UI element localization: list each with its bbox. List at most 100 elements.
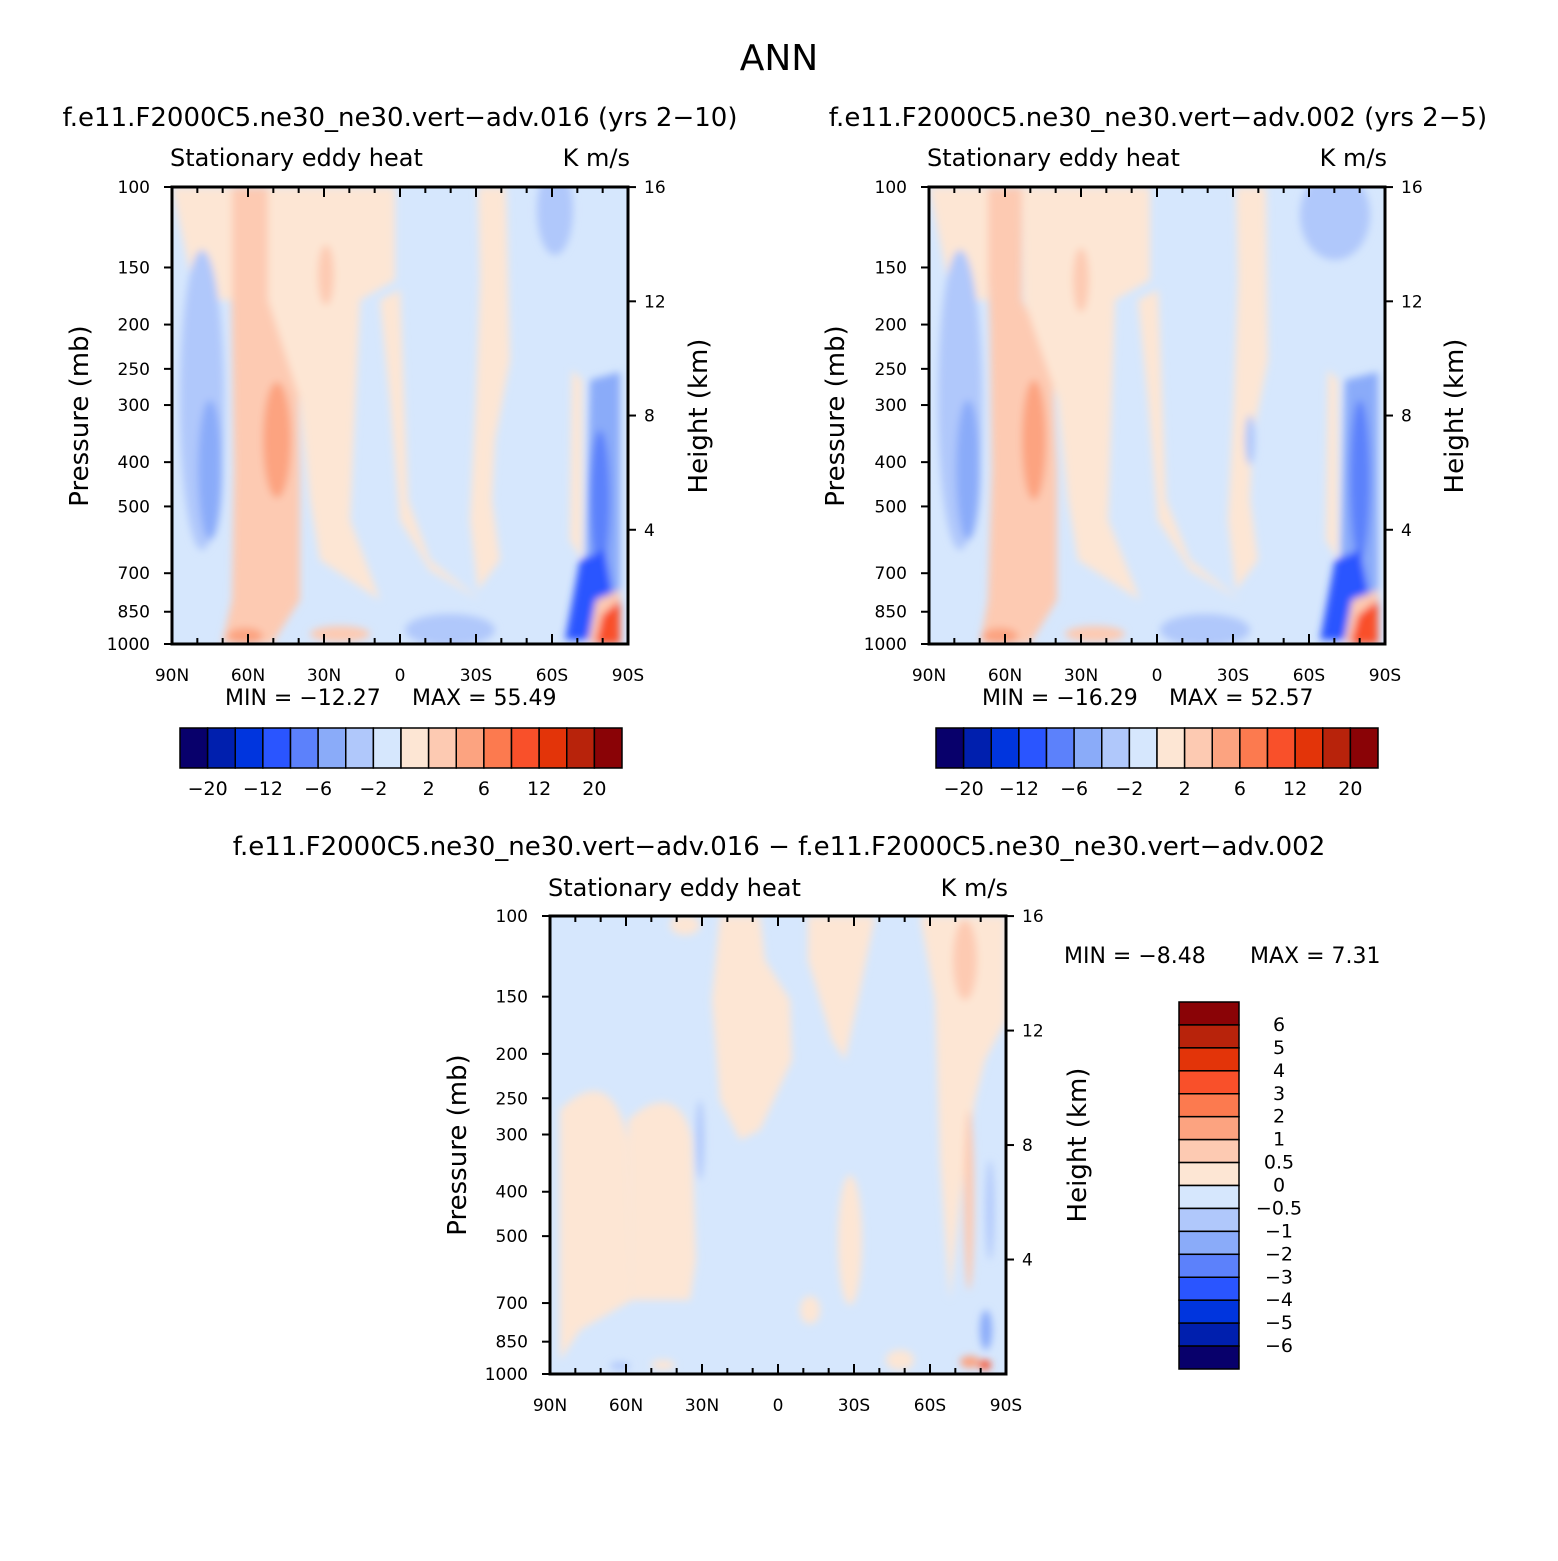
colorbar-swatch: [962, 727, 992, 769]
colorbar-swatch: [234, 727, 264, 769]
y-tick-label: 850: [496, 1333, 528, 1353]
colorbar-swatch: [455, 727, 485, 769]
y-tick-label: 700: [496, 1294, 528, 1314]
x-tick-label: 90N: [155, 666, 189, 686]
y2-tick-label: 16: [1022, 907, 1044, 927]
colorbar-label: 3: [1273, 1083, 1285, 1105]
y-axis-label: Pressure (mb): [821, 325, 851, 506]
colorbar-swatch: [1178, 1001, 1240, 1026]
panel-title: f.e11.F2000C5.ne30_ne30.vert−adv.002 (yr…: [829, 103, 1487, 133]
units-label: K m/s: [1320, 144, 1387, 172]
colorbar-swatch: [400, 727, 430, 769]
x-tick-label: 90S: [612, 666, 644, 686]
colorbar-swatch: [1178, 1115, 1240, 1141]
colorbar-swatch: [1156, 727, 1186, 769]
x-tick-label: 60S: [1293, 666, 1325, 686]
axis-ticks: 90N 60N 30N 0 30S 60S 90S 100 150 200 250 300 400 500…: [485, 907, 1044, 1416]
y-tick-label: 100: [496, 907, 528, 927]
min-label: MIN = −12.27: [225, 686, 381, 711]
contour-field: [172, 187, 628, 644]
x-tick-label: 60S: [536, 666, 568, 686]
colorbar-swatch: [1178, 1024, 1240, 1049]
y-tick-label: 100: [118, 178, 150, 198]
y-tick-label: 300: [118, 396, 150, 416]
colorbar-label: −6: [1060, 778, 1088, 800]
colorbar-label: −12: [999, 778, 1039, 800]
colorbar-label: −2: [1265, 1243, 1293, 1265]
x-tick-label: 60N: [609, 1396, 643, 1416]
colorbar-swatch: [1178, 1345, 1240, 1370]
colorbar-swatch: [372, 727, 402, 769]
variable-label: Stationary eddy heat: [548, 874, 801, 902]
colorbar-swatch: [179, 727, 209, 769]
colorbar-swatch: [1178, 1322, 1240, 1347]
colorbar-label: −12: [243, 778, 283, 800]
colorbar-label: 12: [527, 778, 551, 800]
colorbar-label: −2: [1115, 778, 1143, 800]
y-tick-label: 850: [118, 603, 150, 623]
colorbar-label: 20: [1338, 778, 1362, 800]
colorbar-swatch: [1322, 727, 1352, 769]
colorbar-swatch: [345, 727, 375, 769]
y-tick-label: 700: [875, 564, 907, 584]
x-tick-label: 0: [1152, 666, 1163, 686]
colorbar-swatch: [1178, 1230, 1240, 1256]
x-tick-label: 60N: [988, 666, 1022, 686]
colorbar-swatch: [1178, 1184, 1240, 1210]
x-tick-label: 30N: [685, 1396, 719, 1416]
colorbar-swatch: [1211, 727, 1241, 769]
colorbar-swatch: [935, 727, 965, 769]
y-tick-label: 250: [118, 360, 150, 380]
x-tick-label: 60S: [914, 1396, 946, 1416]
colorbar-label: −2: [359, 778, 387, 800]
y2-tick-label: 8: [644, 407, 655, 427]
x-tick-label: 90S: [990, 1396, 1022, 1416]
x-tick-label: 0: [395, 666, 406, 686]
y-tick-label: 300: [496, 1126, 528, 1146]
y-tick-label: 700: [118, 564, 150, 584]
colorbar-swatch: [1294, 727, 1324, 769]
y-tick-label: 200: [875, 316, 907, 336]
y-tick-label: 400: [875, 453, 907, 473]
y-tick-label: 150: [118, 258, 150, 278]
colorbar-swatch: [1178, 1276, 1240, 1301]
y-tick-label: 250: [875, 360, 907, 380]
colorbar-swatch: [1178, 1161, 1240, 1187]
axis-ticks: 90N 60N 30N 0 30S 60S 90S 100 150 200 250 300 400 500…: [107, 178, 666, 686]
colorbar-swatch: [538, 727, 568, 769]
colorbar-swatch: [1183, 727, 1213, 769]
colorbar: −20 −12 −6 −2 2 6 12 20: [179, 727, 623, 800]
y-tick-label: 400: [496, 1183, 528, 1203]
y2-tick-label: 16: [644, 178, 666, 198]
panel-title: f.e11.F2000C5.ne30_ne30.vert−adv.016 (yr…: [63, 103, 738, 133]
y-tick-label: 850: [875, 603, 907, 623]
colorbar-label: 0: [1273, 1175, 1285, 1197]
y-tick-label: 500: [875, 497, 907, 517]
colorbar-swatch: [1128, 727, 1158, 769]
colorbar-label: 6: [1234, 778, 1246, 800]
y-tick-label: 150: [496, 988, 528, 1008]
x-tick-label: 90N: [912, 666, 946, 686]
colorbar-label: −3: [1265, 1266, 1293, 1288]
x-tick-label: 30S: [1217, 666, 1249, 686]
colorbar-swatch: [1045, 727, 1075, 769]
colorbar-label: −1: [1265, 1220, 1293, 1242]
colorbar-swatch: [1266, 727, 1296, 769]
y2-tick-label: 12: [1022, 1022, 1044, 1042]
y-tick-label: 1000: [864, 635, 907, 655]
colorbar-label: −6: [304, 778, 332, 800]
y2-tick-label: 8: [1401, 407, 1412, 427]
colorbar-swatch: [262, 727, 292, 769]
max-label: MAX = 7.31: [1250, 944, 1381, 969]
y2-tick-label: 4: [1022, 1251, 1033, 1271]
colorbar-swatch: [593, 727, 623, 769]
variable-label: Stationary eddy heat: [170, 144, 423, 172]
colorbar-label: 20: [582, 778, 606, 800]
colorbar-swatch: [510, 727, 540, 769]
colorbar-swatch: [1178, 1047, 1240, 1072]
y2-tick-label: 8: [1022, 1136, 1033, 1156]
colorbar-swatch: [1018, 727, 1048, 769]
colorbar-swatch: [1178, 1070, 1240, 1095]
